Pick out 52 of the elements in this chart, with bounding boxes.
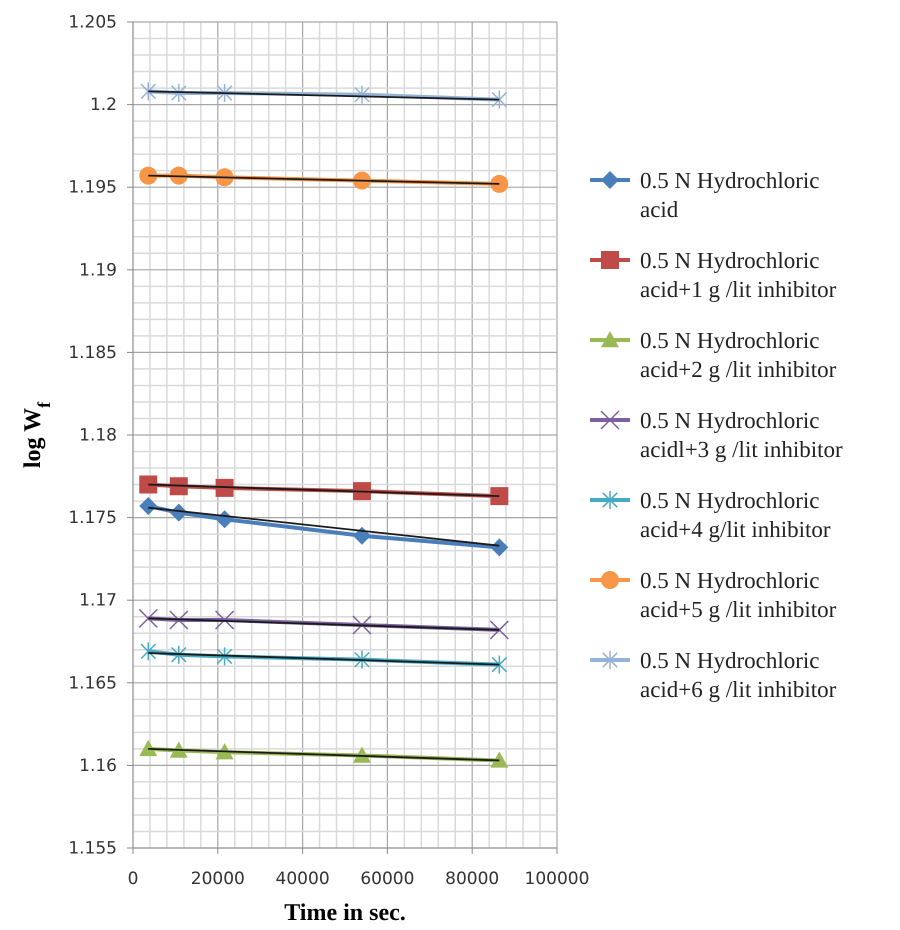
point <box>352 526 371 545</box>
point <box>216 646 233 666</box>
y-tick-label: 1.18 <box>79 425 117 446</box>
x-tick-label: 0 <box>128 869 138 890</box>
legend-label: 0.5 N Hydrochloric acid <box>640 168 820 222</box>
legend-label: 0.5 N Hydrochloric acid+6 g /lit inhibitor <box>640 648 837 702</box>
point <box>139 476 158 494</box>
y-tick-label: 1.205 <box>68 12 117 32</box>
point <box>490 751 508 768</box>
point <box>139 166 158 185</box>
point <box>354 84 370 104</box>
point <box>140 642 156 662</box>
x-tick-label: 40000 <box>276 869 330 890</box>
point <box>490 174 508 193</box>
y-tick-label: 1.17 <box>79 590 117 611</box>
point <box>352 482 371 500</box>
legend-label: 0.5 N Hydrochloric acid+1 g /lit inhibitor <box>640 248 837 302</box>
point <box>170 644 187 664</box>
point <box>139 740 158 756</box>
y-tick-label: 1.19 <box>79 260 117 280</box>
legend-label: 0.5 N Hydrochloric acid+2 g /lit inhibitor <box>640 328 837 382</box>
point <box>138 608 158 628</box>
legend-label: 0.5 N Hydrochloric acid+5 g /lit inhibitor <box>640 568 837 622</box>
point <box>490 620 510 640</box>
x-tick-label: 20000 <box>190 869 245 890</box>
y-tick-label: 1.16 <box>79 756 117 776</box>
legend-label: 0.5 N Hydrochloric acid+4 g/lit inhibitor <box>640 488 831 542</box>
y-tick-label: 1.165 <box>68 673 117 694</box>
point <box>214 610 234 630</box>
y-tick-label: 1.2 <box>90 95 117 116</box>
legend-label: 0.5 N Hydrochloric acidl+3 g /lit inhibitor <box>640 408 844 462</box>
point <box>169 610 189 630</box>
point <box>491 654 508 674</box>
y-tick-label: 1.175 <box>68 508 117 528</box>
x-tick-label: 60000 <box>360 869 414 890</box>
point <box>354 650 370 670</box>
point <box>490 538 508 556</box>
point <box>139 497 158 516</box>
point <box>216 478 234 497</box>
point <box>140 82 156 102</box>
point <box>490 487 508 506</box>
point <box>170 477 188 496</box>
x-axis-title: Time in sec. <box>284 900 406 926</box>
y-tick-label: 1.155 <box>68 838 117 858</box>
point <box>491 90 508 110</box>
point <box>352 615 372 635</box>
x-tick-label: 100000 <box>524 869 590 890</box>
point <box>170 83 187 103</box>
x-tick-label: 80000 <box>445 869 500 890</box>
point <box>216 83 233 103</box>
y-tick-label: 1.195 <box>68 178 117 198</box>
y-tick-label: 1.185 <box>68 342 117 363</box>
